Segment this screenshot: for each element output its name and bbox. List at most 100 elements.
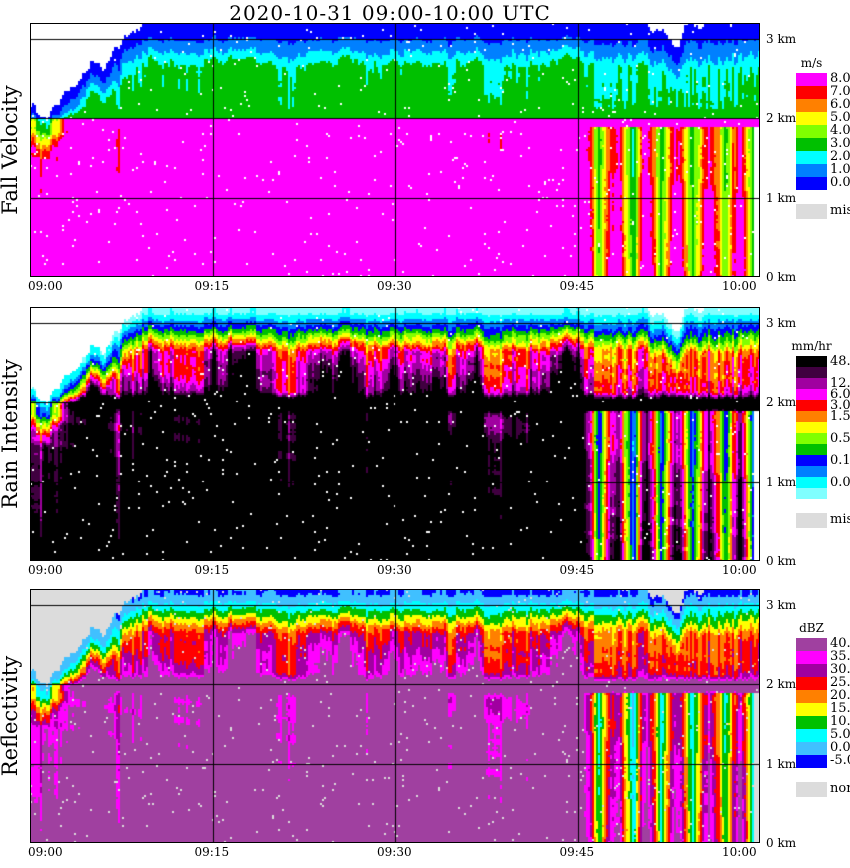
colorbar-label-reflectivity-8: 0.0 [830,740,850,755]
colorbar-label-rain-intensity-5: 0.5 [830,431,850,446]
colorbar-swatch-fall-velocity-0 [796,73,827,86]
panel-reflectivity [30,589,760,843]
page-title: 2020-10-31 09:00-10:00 UTC [229,1,551,25]
colorbar-label-rain-intensity-2: 6.0 [830,387,850,402]
plot-canvas-fall-velocity [30,23,760,277]
colorbar-label-fall-velocity-5: 3.0 [830,136,850,151]
colorbar-swatch-reflectivity-8 [796,742,827,755]
colorbar-label-rain-intensity-4: 1.5 [830,409,850,424]
x-tick-fall-velocity-4: 10:00 [722,279,757,293]
colorbar-label-reflectivity-3: 25.0 [830,675,850,690]
colorbar-swatch-rain-intensity-7 [796,433,827,444]
colorbar-swatch-reflectivity-3 [796,677,827,690]
x-tick-reflectivity-0: 09:00 [28,845,63,859]
x-tick-reflectivity-1: 09:15 [194,845,230,859]
x-tick-fall-velocity-1: 09:15 [194,279,230,293]
colorbar-swatch-rain-intensity-0 [796,356,827,367]
x-tick-rain-intensity-1: 09:15 [194,563,230,577]
colorbar-label-rain-intensity-6: 0.1 [830,453,850,468]
colorbar-swatch-rain-intensity-5 [796,411,827,422]
colorbar-swatch-fall-velocity-7 [796,164,827,177]
y-tick-rain-intensity-3: 0 km [766,554,797,568]
x-tick-rain-intensity-4: 10:00 [722,563,757,577]
x-tick-rain-intensity-0: 09:00 [28,563,63,577]
x-tick-reflectivity-4: 10:00 [722,845,757,859]
colorbar-label-fall-velocity-4: 4.0 [830,123,850,138]
colorbar-label-reflectivity-7: 5.0 [830,727,850,742]
colorbar-label-rain-intensity-1: 12.0 [830,376,850,391]
x-tick-fall-velocity-0: 09:00 [28,279,63,293]
y-tick-reflectivity-3: 0 km [766,836,797,850]
y-tick-fall-velocity-0: 3 km [766,31,797,46]
x-tick-rain-intensity-3: 09:45 [559,563,595,577]
colorbar-swatch-reflectivity-0 [796,638,827,651]
colorbar-swatch-rain-intensity-6 [796,422,827,433]
colorbar-label-fall-velocity-3: 5.0 [830,110,850,125]
y-tick-fall-velocity-3: 0 km [766,270,797,284]
colorbar-swatch-rain-intensity-3 [796,389,827,400]
colorbar-swatch-rain-intensity-12 [796,488,827,499]
colorbar-swatch-rain-intensity-11 [796,477,827,488]
colorbar-label-reflectivity-1: 35.0 [830,649,850,664]
colorbar-label-rain-intensity-0: 48.0 [830,354,850,369]
colorbar-label-reflectivity-2: 30.0 [830,662,850,677]
colorbar-missing-swatch-reflectivity [796,782,827,797]
y-tick-reflectivity-0: 3 km [766,597,797,612]
colorbar-label-rain-intensity-7: 0.0 [830,475,850,490]
colorbar-swatch-reflectivity-4 [796,690,827,703]
colorbar-unit-rain-intensity: mm/hr [791,339,832,353]
y-tick-reflectivity-2: 1 km [766,756,797,771]
colorbar-label-fall-velocity-0: 8.0 [830,71,850,86]
colorbar-missing-swatch-rain-intensity [796,513,827,528]
x-tick-rain-intensity-2: 09:30 [377,563,412,577]
colorbar-label-fall-velocity-2: 6.0 [830,97,850,112]
y-tick-rain-intensity-0: 3 km [766,315,797,330]
colorbar-swatch-rain-intensity-4 [796,400,827,411]
y-tick-rain-intensity-1: 2 km [766,395,797,410]
x-tick-fall-velocity-2: 09:30 [377,279,412,293]
colorbar-label-fall-velocity-8: 0.0 [830,175,850,190]
colorbar-swatch-rain-intensity-1 [796,367,827,378]
colorbar-missing-label-rain-intensity: miss [830,512,850,527]
colorbar-swatch-reflectivity-9 [796,755,827,768]
colorbar-swatch-rain-intensity-8 [796,444,827,455]
colorbar-missing-label-reflectivity: none [830,781,850,796]
y-tick-fall-velocity-1: 2 km [766,111,797,126]
colorbar-label-reflectivity-6: 10.0 [830,714,850,729]
colorbar-swatch-rain-intensity-2 [796,378,827,389]
colorbar-unit-reflectivity: dBZ [799,621,824,635]
colorbar-label-reflectivity-4: 20.0 [830,688,850,703]
colorbar-swatch-reflectivity-7 [796,729,827,742]
colorbar-swatch-fall-velocity-2 [796,99,827,112]
colorbar-swatch-fall-velocity-1 [796,86,827,99]
colorbar-unit-fall-velocity: m/s [800,56,823,70]
colorbar-label-fall-velocity-7: 1.0 [830,162,850,177]
colorbar-swatch-reflectivity-5 [796,703,827,716]
plot-canvas-rain-intensity [30,307,760,561]
colorbar-swatch-rain-intensity-9 [796,455,827,466]
colorbar-label-fall-velocity-1: 7.0 [830,84,850,99]
colorbar-swatch-fall-velocity-5 [796,138,827,151]
y-tick-fall-velocity-2: 1 km [766,190,797,205]
colorbar-label-reflectivity-9: -5.0 [830,753,850,768]
colorbar-swatch-fall-velocity-4 [796,125,827,138]
panel-rain-intensity [30,307,760,561]
x-tick-fall-velocity-3: 09:45 [559,279,595,293]
y-tick-reflectivity-1: 2 km [766,677,797,692]
colorbar-missing-label-fall-velocity: miss [830,203,850,218]
colorbar-swatch-fall-velocity-6 [796,151,827,164]
colorbar-label-rain-intensity-3: 3.0 [830,398,850,413]
panel-fall-velocity [30,23,760,277]
colorbar-swatch-rain-intensity-10 [796,466,827,477]
colorbar-label-reflectivity-5: 15.0 [830,701,850,716]
colorbar-label-reflectivity-0: 40.0 [830,636,850,651]
colorbar-swatch-reflectivity-1 [796,651,827,664]
plot-canvas-reflectivity [30,589,760,843]
colorbar-label-fall-velocity-6: 2.0 [830,149,850,164]
x-tick-reflectivity-3: 09:45 [559,845,595,859]
panel-title-reflectivity: Reflectivity [0,655,22,777]
y-tick-rain-intensity-2: 1 km [766,474,797,489]
colorbar-missing-swatch-fall-velocity [796,204,827,219]
colorbar-swatch-fall-velocity-3 [796,112,827,125]
x-tick-reflectivity-2: 09:30 [377,845,412,859]
